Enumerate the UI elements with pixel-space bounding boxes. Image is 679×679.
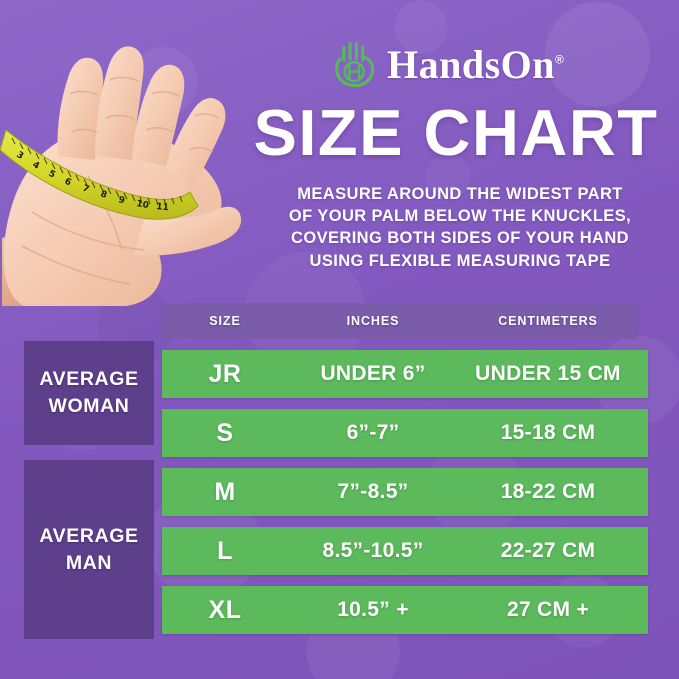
svg-text:8: 8 [99, 189, 108, 200]
svg-text:4: 4 [31, 160, 41, 172]
category-label-average-woman: AVERAGE WOMAN [24, 341, 154, 445]
table-row: S 6”-7” 15-18 CM [162, 409, 648, 457]
brand-name-text: HandsOn [387, 42, 556, 87]
cell-inches: UNDER 6” [320, 362, 426, 385]
table-row: M 7”-8.5” 18-22 CM [162, 468, 648, 516]
svg-text:11: 11 [156, 202, 170, 213]
instructions-line-3: COVERING BOTH SIDES OF YOUR HAND [291, 229, 629, 248]
svg-text:3: 3 [14, 150, 25, 162]
size-chart-table: SIZE INCHES CENTIMETERS JR UNDER 6” UNDE… [162, 303, 648, 634]
cell-centimeters: UNDER 15 CM [475, 362, 621, 385]
brand-name: HandsOn® [387, 45, 564, 85]
column-header-inches: INCHES [346, 314, 400, 328]
cell-size: S [216, 418, 234, 447]
svg-text:9: 9 [117, 195, 125, 206]
svg-text:10: 10 [135, 199, 149, 211]
instructions-line-1: MEASURE AROUND THE WIDEST PART [297, 185, 623, 203]
category-label-line-2: MAN [65, 551, 113, 574]
registered-trademark-icon: ® [555, 52, 565, 67]
table-row: L 8.5”-10.5” 22-27 CM [162, 527, 648, 575]
cell-size: XL [208, 595, 242, 624]
cell-inches: 10.5” + [337, 598, 409, 621]
cell-size: M [214, 477, 236, 506]
brand-lockup: HandsOn® [333, 33, 653, 95]
svg-text:7: 7 [81, 184, 91, 196]
page-title: SIZE CHART [253, 96, 659, 169]
cell-inches: 7”-8.5” [337, 480, 409, 503]
cell-inches: 8.5”-10.5” [322, 539, 424, 562]
table-row: JR UNDER 6” UNDER 15 CM [162, 350, 648, 398]
svg-text:6: 6 [63, 177, 73, 189]
category-label-line-2: WOMAN [48, 395, 130, 417]
svg-text:5: 5 [47, 169, 57, 181]
column-header-size: SIZE [209, 314, 241, 328]
column-header-centimeters: CENTIMETERS [498, 314, 598, 328]
cell-centimeters: 22-27 CM [500, 539, 596, 562]
hand-logo-icon [335, 42, 375, 88]
table-header-row: SIZE INCHES CENTIMETERS [162, 303, 638, 339]
cell-centimeters: 15-18 CM [500, 421, 596, 444]
cell-inches: 6”-7” [346, 421, 400, 444]
table-row: XL 10.5” + 27 CM + [162, 586, 648, 634]
cell-size: L [217, 536, 233, 565]
category-label-line-1: AVERAGE [39, 524, 139, 547]
category-label-line-1: AVERAGE [39, 368, 139, 390]
cell-centimeters: 18-22 CM [500, 480, 596, 503]
cell-centimeters: 27 CM + [506, 598, 590, 621]
hand-with-measuring-tape-illustration: 3 4 5 6 7 8 9 10 11 [0, 6, 244, 306]
instructions-line-4: USING FLEXIBLE MEASURING TAPE [309, 251, 611, 270]
category-label-average-man: AVERAGE MAN [24, 460, 154, 639]
cell-size: JR [208, 359, 242, 388]
instructions-text: MEASURE AROUND THE WIDEST PART OF YOUR P… [250, 183, 670, 272]
instructions-line-2: OF YOUR PALM BELOW THE KNUCKLES, [288, 207, 632, 226]
